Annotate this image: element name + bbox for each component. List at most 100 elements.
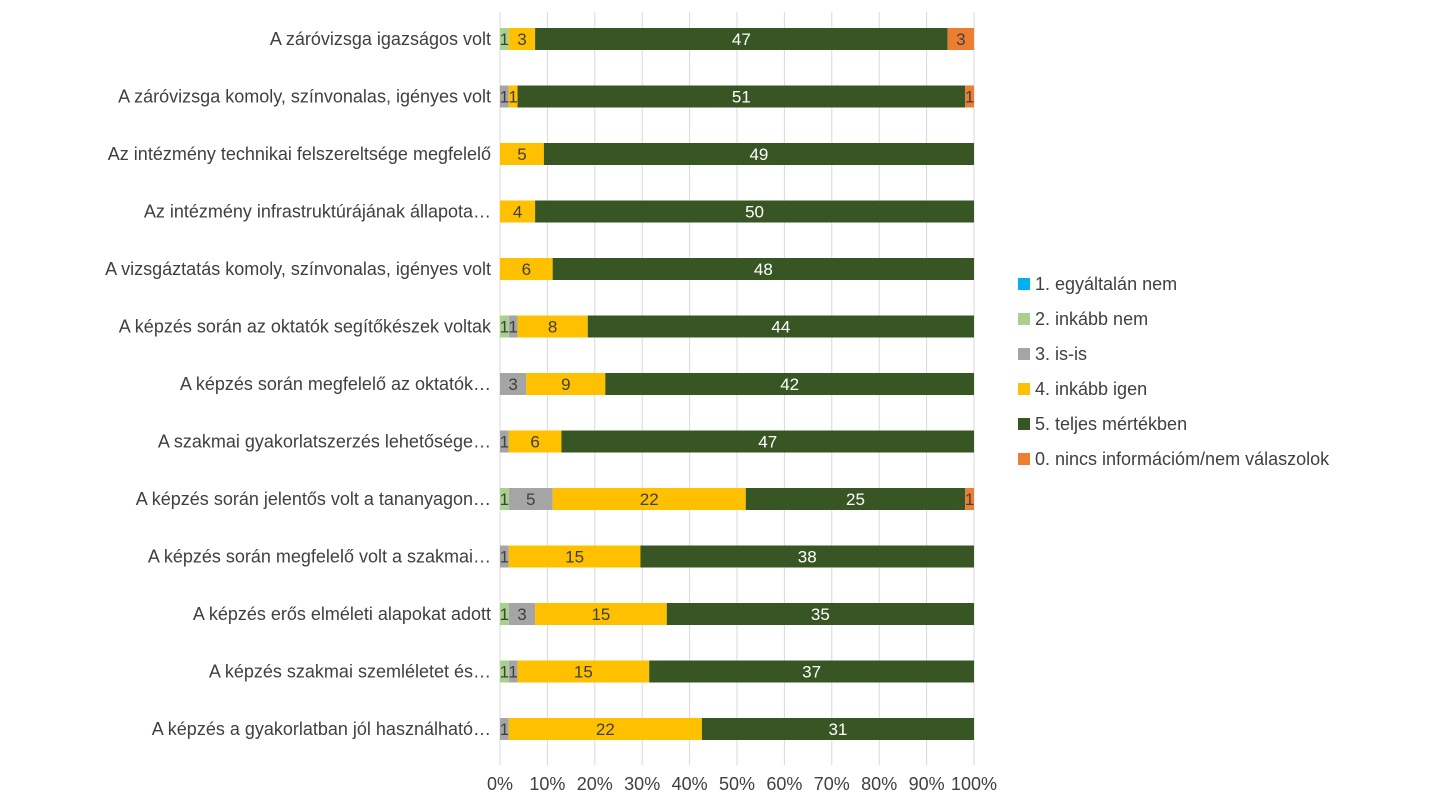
data-label: 3 [956,30,965,49]
data-label: 38 [798,548,817,567]
legend-swatch [1018,348,1030,360]
data-label: 1 [508,318,517,337]
x-tick-label: 10% [529,774,565,794]
bar-segment [965,85,974,108]
bar-segment [500,373,527,395]
legend-entry: 2. inkább nem [1035,309,1148,329]
bar-segment [517,660,650,683]
data-label: 5 [517,145,526,164]
bar-segment [500,718,509,740]
x-tick-label: 60% [766,774,802,794]
data-label: 47 [732,30,751,49]
bar-segment [526,373,606,395]
bar-segment [701,718,974,740]
bar-segment [508,85,518,108]
bar-segment [500,545,509,568]
bar-segment [535,28,948,50]
legend-swatch [1018,278,1030,290]
legend-entry: 3. is-is [1035,344,1087,364]
legend-entry: 0. nincs információm/nem válaszolok [1035,449,1330,469]
bar-segment [500,488,509,510]
data-label: 5 [526,490,535,509]
data-label: 25 [846,490,865,509]
x-tick-label: 40% [672,774,708,794]
bar-segment [500,200,536,223]
bar-segment [517,85,966,108]
x-tick-label: 100% [951,774,997,794]
category-label: A képzés során jelentős volt a tananyago… [136,489,491,509]
bar-segment [517,315,588,338]
data-label: 1 [500,605,509,624]
bar-segment [666,603,974,625]
data-label: 51 [732,88,751,107]
bar-segment [508,545,641,568]
data-label: 22 [640,490,659,509]
x-tick-label: 30% [624,774,660,794]
category-label: A képzés során az oktatók segítőkészek v… [119,317,492,337]
bar-segment [500,430,509,453]
category-label: A képzés során megfelelő az oktatók… [180,374,491,394]
data-label: 1 [508,88,517,107]
bar-segment [605,373,974,395]
data-label: 44 [771,318,790,337]
bar-segment [649,660,974,683]
bar-segment [587,315,974,338]
data-label: 9 [561,375,570,394]
bar-segment [508,430,562,453]
data-label: 1 [965,490,974,509]
data-label: 42 [780,375,799,394]
bar-segment [500,28,509,50]
data-label: 6 [522,260,531,279]
bar-segment [552,488,746,510]
data-label: 1 [500,30,509,49]
bar-segment [500,660,509,683]
bar-segment [500,143,544,165]
x-tick-label: 80% [861,774,897,794]
category-label: Az intézmény infrastruktúrájának állapot… [144,202,491,222]
data-label: 1 [500,490,509,509]
data-label: 47 [758,433,777,452]
legend-swatch [1018,313,1030,325]
bar-segment [508,718,702,740]
bar-segment [640,545,974,568]
data-label: 4 [513,203,522,222]
bar-segment [500,315,509,338]
bar-segment [508,315,518,338]
data-label: 1 [508,663,517,682]
data-label: 1 [965,88,974,107]
bar-segment [535,200,974,223]
category-label: A képzés során megfelelő volt a szakmai… [148,547,491,567]
bar-segment [500,603,509,625]
bar-segment [508,603,536,625]
category-label: A szakmai gyakorlatszerzés lehetősége… [158,432,491,452]
data-label: 1 [500,318,509,337]
x-tick-label: 0% [487,774,513,794]
bar-segment [500,258,553,280]
data-label: 3 [508,375,517,394]
data-label: 31 [828,720,847,739]
bar-segment [500,85,509,108]
bar-segment [552,258,974,280]
data-label: 35 [811,605,830,624]
data-label: 15 [591,605,610,624]
data-label: 6 [530,433,539,452]
legend-entry: 1. egyáltalán nem [1035,274,1177,294]
category-label: A záróvizsga komoly, színvonalas, igénye… [118,87,491,107]
bar-segment [508,488,553,510]
bar-segment [543,143,974,165]
legend-entry: 4. inkább igen [1035,379,1147,399]
data-label: 1 [500,720,509,739]
data-label: 8 [548,318,557,337]
data-label: 48 [754,260,773,279]
data-label: 1 [500,663,509,682]
bars: 1 3 47 31 1 51 15 494 506 481 1 8 443 9 421 6 471 5 22 25 11… [500,28,974,740]
data-label: 22 [596,720,615,739]
category-label: A képzés a gyakorlatban jól használható… [152,719,491,739]
data-label: 49 [749,145,768,164]
category-labels: A záróvizsga igazságos volt A záróvizsga … [105,29,492,739]
bar-segment [508,28,536,50]
data-label: 1 [500,433,509,452]
data-label: 50 [745,203,764,222]
category-label: A képzés szakmai szemléletet és… [209,662,491,682]
bar-segment [508,660,518,683]
